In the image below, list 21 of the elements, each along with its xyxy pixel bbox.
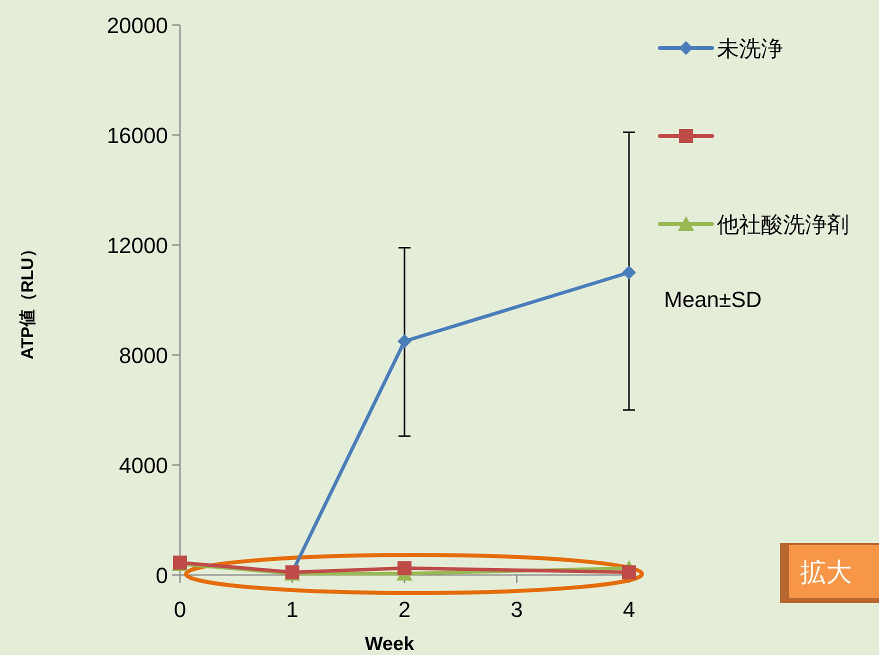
y-tick-label: 16000: [106, 123, 168, 148]
text: Mean±SD: [664, 287, 762, 312]
x-tick-label: 1: [286, 597, 298, 622]
point: [622, 266, 636, 280]
legend-label: 未洗浄: [717, 36, 783, 61]
x-tick-label: 0: [174, 597, 186, 622]
y-tick-label: 8000: [119, 343, 168, 368]
y-tick-label: 0: [156, 563, 168, 588]
x-axis-title: Week: [364, 634, 415, 655]
x-tick-label: 4: [622, 597, 636, 622]
x-tick-label: 2: [398, 597, 411, 622]
text: 拡大: [800, 557, 852, 587]
point: [398, 561, 412, 576]
y-tick-label: 20000: [106, 13, 168, 38]
y-tick-label: 12000: [106, 233, 168, 258]
legend-label: 他社酸洗浄剤: [717, 212, 849, 237]
x-tick-label: 3: [510, 597, 523, 622]
point: [622, 565, 636, 580]
point: [398, 334, 412, 348]
y-tick-label: 4000: [119, 453, 168, 478]
y-axis-title: ATP値（RLU）: [18, 240, 37, 360]
